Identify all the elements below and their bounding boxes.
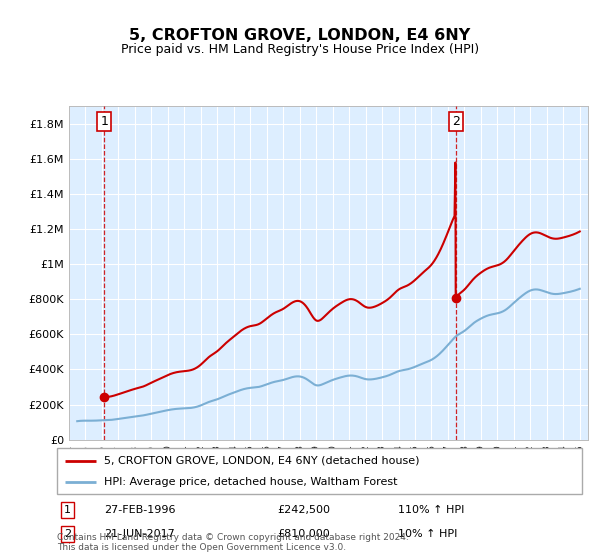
Text: 27-FEB-1996: 27-FEB-1996 bbox=[104, 505, 176, 515]
Text: Contains HM Land Registry data © Crown copyright and database right 2024.
This d: Contains HM Land Registry data © Crown c… bbox=[57, 533, 409, 552]
Text: 1: 1 bbox=[64, 505, 71, 515]
Text: Price paid vs. HM Land Registry's House Price Index (HPI): Price paid vs. HM Land Registry's House … bbox=[121, 43, 479, 56]
Text: 5, CROFTON GROVE, LONDON, E4 6NY (detached house): 5, CROFTON GROVE, LONDON, E4 6NY (detach… bbox=[104, 456, 420, 466]
Text: 110% ↑ HPI: 110% ↑ HPI bbox=[398, 505, 464, 515]
FancyBboxPatch shape bbox=[57, 448, 582, 494]
Text: 2: 2 bbox=[64, 529, 71, 539]
Text: 21-JUN-2017: 21-JUN-2017 bbox=[104, 529, 175, 539]
Text: 2: 2 bbox=[452, 115, 460, 128]
Text: HPI: Average price, detached house, Waltham Forest: HPI: Average price, detached house, Walt… bbox=[104, 477, 398, 487]
Text: £242,500: £242,500 bbox=[277, 505, 331, 515]
Text: £810,000: £810,000 bbox=[277, 529, 330, 539]
Text: 1: 1 bbox=[100, 115, 109, 128]
Text: 5, CROFTON GROVE, LONDON, E4 6NY: 5, CROFTON GROVE, LONDON, E4 6NY bbox=[130, 28, 470, 43]
Text: 10% ↑ HPI: 10% ↑ HPI bbox=[398, 529, 458, 539]
